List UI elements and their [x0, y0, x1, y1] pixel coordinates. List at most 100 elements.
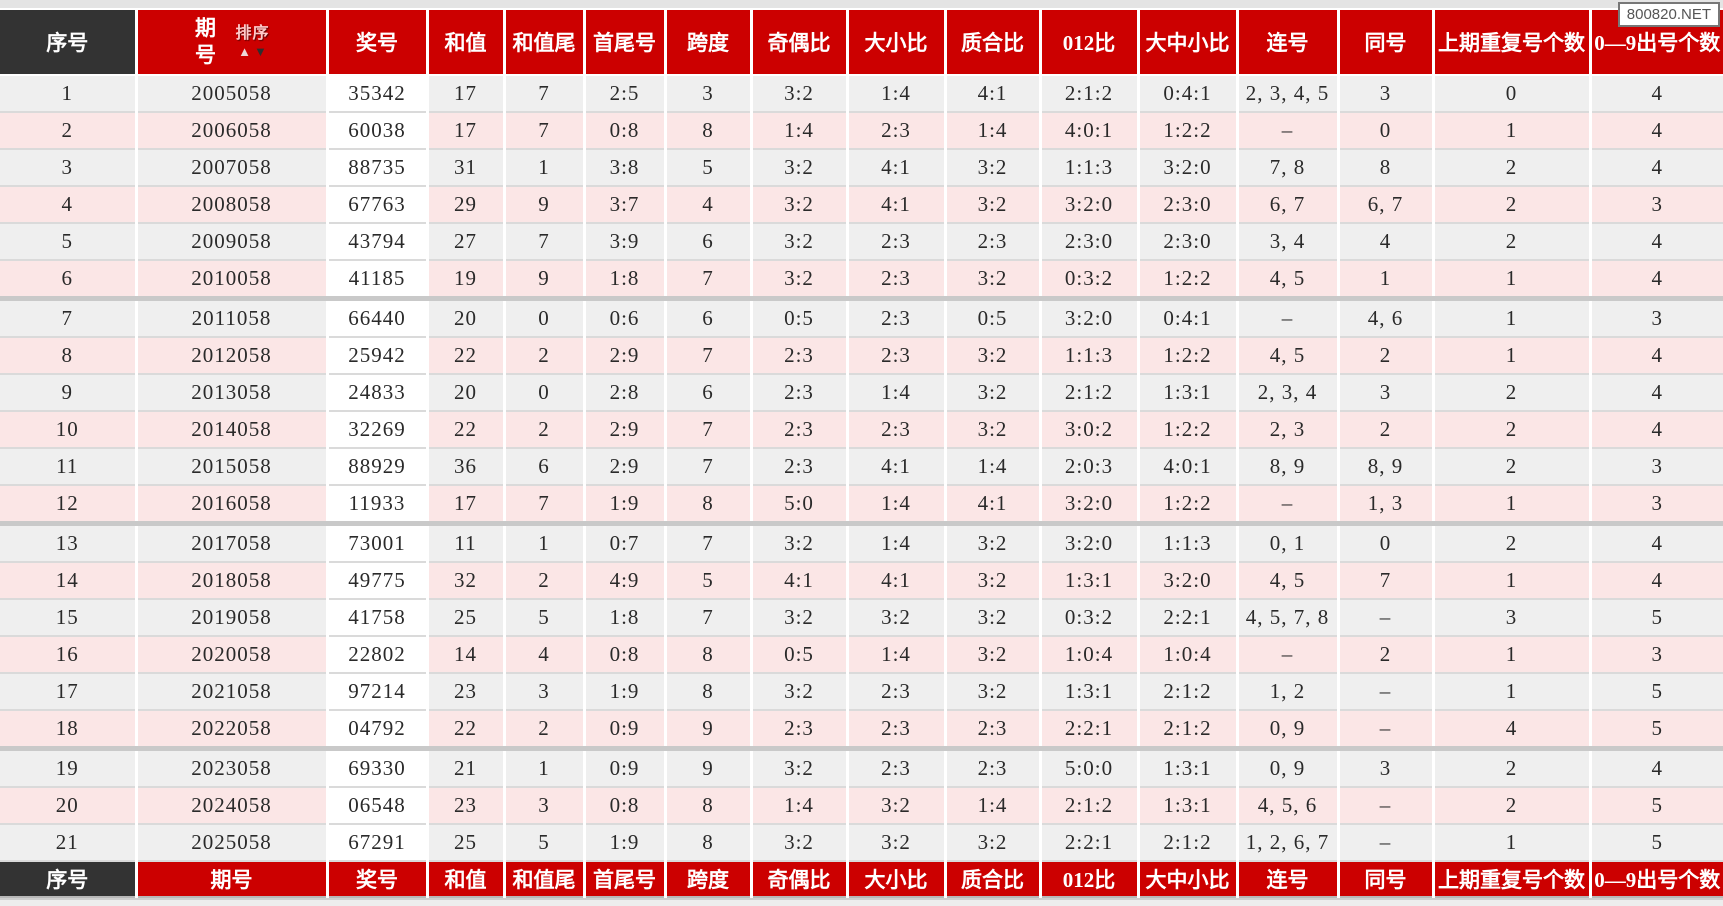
header-row: 序号 期号 排序 ▲ ▼ 奖号 和值 和值尾 [0, 10, 1723, 76]
footer-col-consecutive: 连号 [1237, 860, 1340, 898]
cell-sum-tail: 7 [504, 223, 586, 261]
cell-same-number: 3 [1338, 374, 1435, 412]
col-header-big-mid-small: 大中小比 [1138, 10, 1239, 76]
cell-period: 2005058 [136, 75, 329, 113]
cell-period: 2010058 [136, 260, 329, 300]
table-row: 13 2017058 73001 11 1 0:7 7 3:2 1:4 3:2 … [0, 521, 1723, 563]
col-header-sum: 和值 [427, 10, 506, 76]
cell-sum: 36 [427, 448, 506, 486]
cell-serial: 6 [0, 260, 138, 300]
sort-asc-icon[interactable]: ▲ [238, 44, 251, 59]
cell-period: 2019058 [136, 599, 329, 637]
cell-serial: 10 [0, 411, 138, 449]
cell-big-mid-small: 1:2:2 [1138, 260, 1239, 300]
cell-first-last: 1:8 [584, 599, 667, 637]
cell-serial: 18 [0, 710, 138, 750]
cell-prize-number: 22802 [327, 636, 429, 674]
cell-012-ratio: 3:0:2 [1040, 411, 1140, 449]
cell-same-number: 8 [1338, 149, 1435, 187]
cell-digit-count: 3 [1590, 296, 1723, 338]
footer-col-sum: 和值 [427, 860, 506, 898]
cell-012-ratio: 2:1:2 [1040, 374, 1140, 412]
cell-big-mid-small: 2:2:1 [1138, 599, 1239, 637]
cell-same-number: 3 [1338, 75, 1435, 113]
cell-sum: 20 [427, 374, 506, 412]
cell-odd-even: 3:2 [751, 746, 849, 788]
cell-period: 2022058 [136, 710, 329, 750]
cell-digit-count: 4 [1590, 112, 1723, 150]
cell-012-ratio: 5:0:0 [1040, 746, 1140, 788]
cell-period: 2008058 [136, 186, 329, 224]
cell-serial: 16 [0, 636, 138, 674]
cell-prime-composite: 2:3 [945, 223, 1042, 261]
cell-sum: 21 [427, 746, 506, 788]
cell-first-last: 2:8 [584, 374, 667, 412]
cell-repeat-count: 4 [1433, 710, 1592, 750]
cell-repeat-count: 2 [1433, 411, 1592, 449]
sort-control[interactable]: 排序 ▲ ▼ [235, 26, 269, 59]
cell-serial: 13 [0, 521, 138, 563]
cell-first-last: 4:9 [584, 562, 667, 600]
cell-odd-even: 2:3 [751, 374, 849, 412]
footer-col-big-mid-small: 大中小比 [1138, 860, 1239, 898]
footer-col-odd-even: 奇偶比 [751, 860, 849, 898]
cell-first-last: 3:9 [584, 223, 667, 261]
cell-span: 7 [665, 448, 753, 486]
cell-big-mid-small: 2:3:0 [1138, 186, 1239, 224]
cell-odd-even: 0:5 [751, 296, 849, 338]
cell-repeat-count: 1 [1433, 296, 1592, 338]
cell-span: 8 [665, 112, 753, 150]
cell-big-small: 4:1 [847, 448, 947, 486]
cell-odd-even: 3:2 [751, 599, 849, 637]
sort-arrows: ▲ ▼ [238, 45, 267, 58]
cell-big-small: 1:4 [847, 374, 947, 412]
cell-repeat-count: 2 [1433, 186, 1592, 224]
cell-consecutive: – [1237, 636, 1340, 674]
cell-sum-tail: 2 [504, 411, 586, 449]
cell-prize-number: 67291 [327, 824, 429, 862]
cell-period: 2009058 [136, 223, 329, 261]
cell-serial: 7 [0, 296, 138, 338]
cell-big-small: 2:3 [847, 746, 947, 788]
cell-sum: 32 [427, 562, 506, 600]
cell-sum: 17 [427, 485, 506, 525]
cell-first-last: 2:9 [584, 448, 667, 486]
cell-sum-tail: 5 [504, 824, 586, 862]
cell-prime-composite: 3:2 [945, 149, 1042, 187]
cell-sum: 20 [427, 296, 506, 338]
table-row: 12 2016058 11933 17 7 1:9 8 5:0 1:4 4:1 … [0, 485, 1723, 525]
cell-big-small: 4:1 [847, 562, 947, 600]
cell-span: 4 [665, 186, 753, 224]
cell-digit-count: 5 [1590, 673, 1723, 711]
cell-prize-number: 35342 [327, 75, 429, 113]
cell-prime-composite: 1:4 [945, 787, 1042, 825]
cell-sum: 22 [427, 411, 506, 449]
cell-consecutive: 4, 5, 6 [1237, 787, 1340, 825]
sort-desc-icon[interactable]: ▼ [253, 44, 267, 59]
cell-serial: 8 [0, 337, 138, 375]
cell-first-last: 2:5 [584, 75, 667, 113]
cell-odd-even: 2:3 [751, 710, 849, 750]
cell-first-last: 1:9 [584, 673, 667, 711]
cell-prime-composite: 3:2 [945, 824, 1042, 862]
cell-prize-number: 67763 [327, 186, 429, 224]
cell-same-number: 0 [1338, 112, 1435, 150]
cell-period: 2023058 [136, 746, 329, 788]
cell-prize-number: 97214 [327, 673, 429, 711]
cell-repeat-count: 3 [1433, 599, 1592, 637]
cell-digit-count: 5 [1590, 824, 1723, 862]
cell-same-number: 3 [1338, 746, 1435, 788]
col-header-prime-composite: 质合比 [945, 10, 1042, 76]
cell-012-ratio: 2:1:2 [1040, 75, 1140, 113]
footer-col-serial: 序号 [0, 860, 138, 898]
cell-consecutive: 0, 9 [1237, 746, 1340, 788]
cell-same-number: 4, 6 [1338, 296, 1435, 338]
cell-odd-even: 3:2 [751, 673, 849, 711]
footer-col-prize-number: 奖号 [327, 860, 429, 898]
cell-serial: 14 [0, 562, 138, 600]
cell-serial: 2 [0, 112, 138, 150]
cell-serial: 15 [0, 599, 138, 637]
footer-col-digit-count: 0—9出号个数 [1590, 860, 1723, 898]
cell-prime-composite: 1:4 [945, 448, 1042, 486]
cell-period: 2014058 [136, 411, 329, 449]
